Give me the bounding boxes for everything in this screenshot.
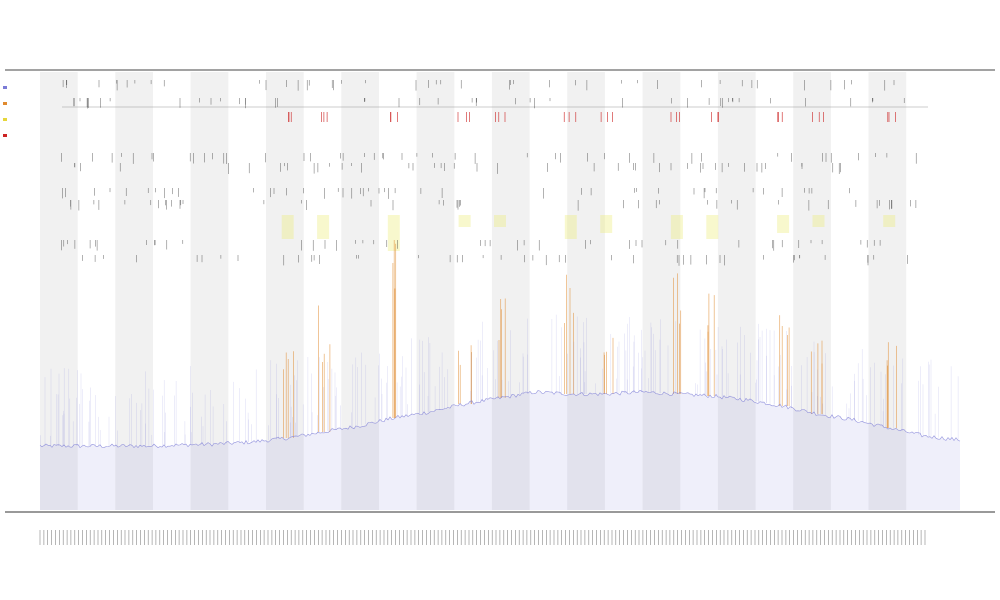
legend-swatch-marks: [3, 134, 7, 137]
background-stripe: [491, 72, 530, 510]
highlight-region: [706, 215, 719, 239]
background-stripe: [341, 72, 379, 510]
highlight-region: [494, 215, 506, 227]
legend-swatch-signal: [3, 102, 7, 105]
background-stripe: [717, 72, 756, 510]
background-stripe: [190, 72, 229, 510]
background-stripe: [40, 72, 78, 510]
background-stripe: [642, 72, 681, 510]
highlight-region: [777, 215, 790, 233]
background-stripe: [567, 72, 605, 510]
coverage-area: [39, 314, 961, 510]
coverage-area-fill: [40, 390, 960, 510]
highlight-region: [564, 215, 577, 239]
highlight-region: [670, 215, 683, 239]
highlight-region: [458, 215, 471, 227]
legend-swatch-highlight: [3, 118, 7, 121]
background-stripe: [416, 72, 455, 510]
background-stripes: [40, 72, 907, 510]
signal-spikes: [283, 240, 897, 438]
background-stripe: [115, 72, 153, 510]
background-stripe: [793, 72, 831, 510]
annotation-tracks: [61, 80, 917, 266]
legend-swatch-coverage: [3, 86, 7, 89]
coverage-line: [39, 389, 961, 449]
background-stripe: [266, 72, 304, 510]
highlight-region: [812, 215, 825, 227]
highlight-region: [600, 215, 613, 233]
legend: [3, 86, 7, 137]
background-stripe: [868, 72, 907, 510]
highlight-region: [387, 215, 400, 251]
x-axis-ticks: [39, 530, 926, 545]
highlight-region: [883, 215, 896, 227]
highlight-region: [317, 215, 330, 239]
highlight-region: [281, 215, 294, 239]
